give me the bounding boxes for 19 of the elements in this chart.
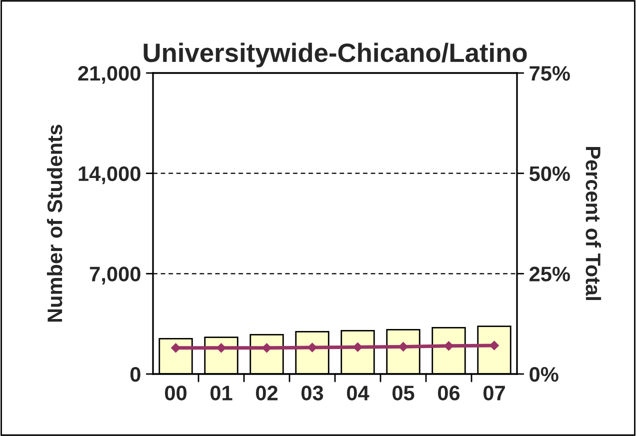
y2-tick-label: 0% xyxy=(530,367,558,382)
y-tick-label: 14,000 xyxy=(78,166,140,184)
y-axis-title: Number of Students xyxy=(46,124,62,322)
y-tick-label: 7,000 xyxy=(90,266,140,284)
y2-axis-title: Percent of Total xyxy=(586,146,602,300)
y-tick-label: 0 xyxy=(130,367,140,382)
x-tick-label: 07 xyxy=(483,386,505,400)
x-tick-label: 05 xyxy=(392,386,414,400)
chart-title: Universitywide-Chicano/Latino xyxy=(144,42,527,68)
y2-tick-label: 75% xyxy=(530,66,570,81)
y2-tick-label: 25% xyxy=(530,266,570,282)
y2-tick-label: 50% xyxy=(529,166,570,182)
x-tick-label: 01 xyxy=(210,386,232,400)
x-tick-label: 00 xyxy=(164,386,186,400)
x-tick-label: 04 xyxy=(346,386,370,400)
x-tick-label: 03 xyxy=(301,386,324,400)
y-tick-label: 21,000 xyxy=(78,66,140,84)
x-tick-label: 02 xyxy=(256,386,278,400)
x-tick-label: 06 xyxy=(438,386,460,400)
